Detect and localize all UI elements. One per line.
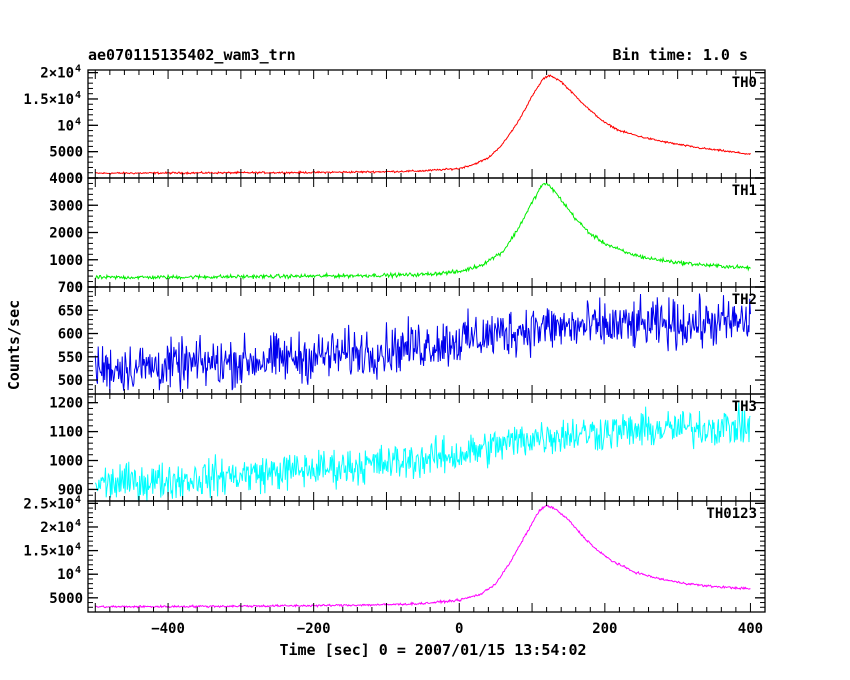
panel-label: TH1	[732, 183, 757, 199]
y-tick-label: 900	[58, 482, 83, 498]
y-tick-label: 3000	[49, 198, 83, 214]
y-tick-label: 5000	[49, 591, 83, 607]
series-line-th0123	[94, 504, 751, 609]
y-tick-label: 1.5×10	[23, 544, 74, 560]
x-tick-label: 0	[455, 621, 463, 637]
y-tick-label: 1.5×10	[23, 92, 74, 108]
x-axis-label: Time [sec] 0 = 2007/01/15 13:54:02	[279, 641, 586, 659]
y-tick-label: 550	[58, 350, 83, 366]
panel-label: TH0	[732, 75, 757, 91]
y-tick-label: 2×10	[40, 520, 74, 536]
y-tick-label: 10	[57, 567, 74, 583]
panel-th3: TH3 900 1000 1100 1200	[49, 393, 766, 502]
y-tick-label: 2000	[49, 226, 83, 242]
panel-label: TH2	[732, 292, 757, 308]
x-tick-label: −400	[151, 621, 185, 637]
x-tick-label: 400	[738, 621, 763, 637]
y-tick-label: 650	[58, 303, 83, 319]
y-tick-label: 1100	[49, 425, 83, 441]
chart-title: ae070115135402_wam3_trn	[88, 46, 296, 64]
chart-subtitle: Bin time: 1.0 s	[613, 46, 748, 64]
y-tick-label: 1200	[49, 396, 83, 412]
panel-frame	[87, 500, 766, 613]
y-tick-exponent: 4	[75, 518, 81, 529]
y-axis-label: Counts/sec	[5, 300, 23, 390]
y-tick-exponent: 4	[75, 542, 81, 553]
y-tick-exponent: 4	[75, 565, 81, 576]
series-line-th2	[94, 293, 751, 394]
y-tick-label: 4000	[49, 171, 83, 187]
y-tick-label: 10	[57, 118, 74, 134]
x-tick-label: −200	[297, 621, 331, 637]
y-tick-exponent: 4	[75, 64, 81, 75]
series-line-th3	[94, 401, 751, 501]
panel-frame	[87, 69, 766, 179]
x-tick-label: 200	[592, 621, 617, 637]
y-tick-label: 5000	[49, 145, 83, 161]
series-line-th1	[94, 182, 751, 281]
y-tick-label: 600	[58, 327, 83, 343]
y-tick-exponent: 4	[75, 116, 81, 127]
panel-label: TH0123	[706, 506, 757, 522]
y-tick-exponent: 4	[75, 494, 81, 505]
panel-frame	[87, 177, 766, 288]
y-tick-label: 700	[58, 280, 83, 296]
panel-label: TH3	[732, 399, 757, 415]
y-tick-label: 0	[75, 171, 83, 187]
y-tick-label: 1000	[49, 253, 83, 269]
y-tick-label: 0	[75, 280, 83, 296]
y-tick-label: 2×10	[40, 66, 74, 82]
y-tick-exponent: 4	[75, 90, 81, 101]
panel-th1: TH1 0 1000 2000 3000 4000	[49, 171, 766, 296]
series-line-th0	[94, 74, 751, 176]
y-tick-label: 1000	[49, 454, 83, 470]
panel-th2: TH2 500 550 600 650 700	[58, 280, 766, 395]
y-tick-label: 2.5×10	[23, 496, 74, 512]
y-tick-label: 500	[58, 373, 83, 389]
